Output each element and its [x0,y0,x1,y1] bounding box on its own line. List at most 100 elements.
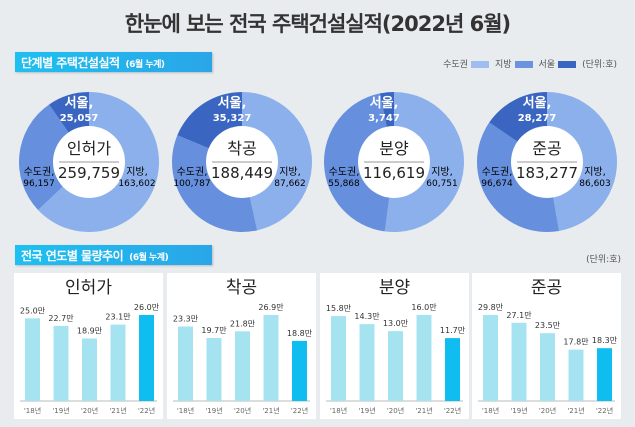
bar [359,324,375,401]
bar-chart-title: 준공 [530,278,563,298]
x-tick-label: '22년 [596,406,613,415]
bar-value-label: 23.5만 [535,321,561,330]
slice-sudo [477,122,560,233]
x-tick-label: '20년 [81,406,98,415]
bar-value-label: 23.1만 [105,313,131,322]
bar-value-label: 16.0만 [411,303,437,312]
page-title: 한눈에 보는 전국 주택건설실적(2022년 6월) [124,12,511,36]
donut-total: 188,449 [210,164,274,182]
bar-value-label: 17.8만 [563,338,589,347]
sudo-label: 수도권, [176,167,208,178]
seoul-value: 28,277 [517,113,557,124]
bar-value-label: 11.7만 [440,326,466,335]
bar-chart-title: 인허가 [65,278,112,298]
x-tick-label: '20년 [539,406,556,415]
jibang-value: 87,662 [274,179,306,189]
bar [53,325,69,401]
donut-total: 116,619 [362,164,426,182]
x-tick-label: '19년 [358,406,375,415]
bar [292,340,307,401]
sudo-value: 55,868 [328,179,360,189]
sudo-label: 수도권, [328,167,360,178]
bar-value-label: 22.7만 [48,314,74,323]
sudo-label: 수도권, [23,167,55,178]
slice-seoul [49,92,89,135]
legend-label: 지방 [494,60,512,70]
donut-total: 183,277 [515,164,579,182]
bar-value-label: 26.0만 [134,303,160,312]
jibang-label: 지방, [126,167,148,178]
slice-sudo [19,104,70,210]
legend-item-sudo: 수도권 [443,57,489,70]
bar-value-label: 19.7만 [201,326,227,335]
x-tick-label: '22년 [291,406,308,415]
x-tick-label: '21년 [262,406,279,415]
x-tick-label: '21년 [415,406,432,415]
legend-swatch [558,61,577,68]
bar [331,316,346,401]
bar-value-label: 23.3만 [173,315,199,324]
donut-title: 인허가 [66,139,112,158]
section-header-trend: 전국 연도별 물량추이 (6월 누계) [15,245,212,265]
bar-chart-title: 분양 [378,278,411,298]
x-tick-label: '18년 [330,406,347,415]
legend-swatch [514,61,533,68]
seoul-label: 서울, [64,96,94,111]
jibang-label: 지방, [584,167,606,178]
donut-title: 착공 [227,139,257,158]
bar-value-label: 26.9만 [258,303,284,312]
bar-value-label: 21.8만 [230,319,256,328]
legend-swatch [470,61,489,68]
x-tick-label: '19년 [510,406,527,415]
x-tick-label: '22년 [444,406,461,415]
bar-value-label: 14.3만 [354,312,380,321]
bar [263,315,279,401]
seoul-label: 서울, [369,96,399,111]
seoul-value: 25,057 [59,113,99,124]
x-tick-label: '19년 [52,406,69,415]
bar-value-label: 18.9만 [77,326,103,335]
legend-item-seoul: 서울 [539,57,577,70]
seoul-value: 3,747 [368,113,400,124]
section-title: 전국 연도별 물량추이 [21,249,124,263]
bar [110,324,126,401]
bar-value-label: 13.0만 [383,319,409,328]
slice-jibang [384,92,465,233]
bar [82,338,97,401]
jibang-value: 163,602 [118,179,156,189]
legend-label: 수도권 [443,60,468,70]
x-tick-label: '18년 [482,406,499,415]
bar [511,322,527,401]
slice-sudo [324,93,390,232]
section-header-stage: 단계별 주택건설실적 (6월 누계) [15,52,212,72]
jibang-label: 지방, [279,167,301,178]
bar-value-label: 18.8만 [287,329,313,338]
x-tick-label: '18년 [24,406,41,415]
x-tick-label: '18년 [177,406,194,415]
bar [540,333,555,401]
slice-seoul [177,92,242,149]
bar [445,338,460,401]
bar [206,338,222,401]
bar [597,348,612,401]
section-title: 단계별 주택건설실적 [21,56,120,70]
bar-value-label: 18.3만 [592,336,618,345]
bar-chart-title: 착공 [225,278,258,298]
donut-title: 분양 [379,139,409,158]
x-tick-label: '20년 [234,406,251,415]
x-tick-label: '22년 [138,406,155,415]
bar [483,315,498,401]
section-subtitle: (6월 누계) [125,60,165,70]
bar-value-label: 27.1만 [506,311,532,320]
donut-title: 준공 [532,139,562,158]
sudo-value: 96,157 [23,179,55,189]
bar [139,315,154,401]
sudo-value: 100,787 [173,179,211,189]
bar [416,315,432,401]
section-subtitle: (6월 누계) [129,253,169,263]
unit-label: (단위:호) [582,60,617,70]
bar [25,318,40,401]
bar [388,331,403,401]
